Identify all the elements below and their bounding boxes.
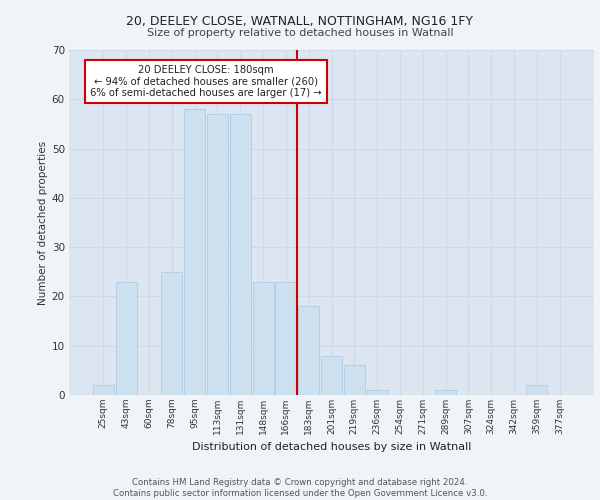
Bar	[230, 114, 251, 395]
Text: Size of property relative to detached houses in Watnall: Size of property relative to detached ho…	[146, 28, 454, 38]
Text: 20, DEELEY CLOSE, WATNALL, NOTTINGHAM, NG16 1FY: 20, DEELEY CLOSE, WATNALL, NOTTINGHAM, N…	[127, 15, 473, 28]
Text: 20 DEELEY CLOSE: 180sqm
← 94% of detached houses are smaller (260)
6% of semi-de: 20 DEELEY CLOSE: 180sqm ← 94% of detache…	[90, 65, 322, 98]
Bar	[367, 390, 388, 395]
X-axis label: Distribution of detached houses by size in Watnall: Distribution of detached houses by size …	[192, 442, 471, 452]
Bar	[435, 390, 456, 395]
Bar	[184, 109, 205, 395]
Bar	[253, 282, 274, 395]
Bar	[526, 385, 547, 395]
Bar	[275, 282, 296, 395]
Bar	[161, 272, 182, 395]
Bar	[298, 306, 319, 395]
Text: Contains HM Land Registry data © Crown copyright and database right 2024.
Contai: Contains HM Land Registry data © Crown c…	[113, 478, 487, 498]
Y-axis label: Number of detached properties: Number of detached properties	[38, 140, 47, 304]
Bar	[321, 356, 342, 395]
Bar	[344, 366, 365, 395]
Bar	[207, 114, 228, 395]
Bar	[116, 282, 137, 395]
Bar	[93, 385, 114, 395]
